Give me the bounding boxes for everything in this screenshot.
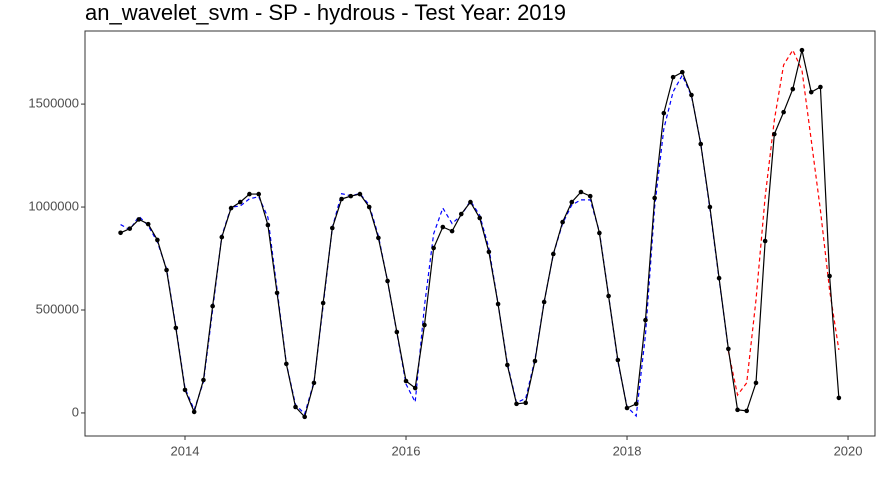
data-point <box>449 228 455 234</box>
data-point <box>385 278 390 284</box>
data-point <box>578 189 584 195</box>
data-point <box>652 195 657 201</box>
data-point <box>210 303 215 309</box>
data-point <box>311 380 317 386</box>
data-point <box>403 378 409 384</box>
data-point <box>569 199 575 205</box>
data-point <box>818 84 823 90</box>
data-point <box>486 249 492 255</box>
data-point <box>155 237 160 243</box>
data-point <box>412 385 418 391</box>
y-tick-label: 500000 <box>36 301 79 316</box>
data-point <box>219 234 225 240</box>
data-point <box>744 408 750 414</box>
data-point <box>284 361 289 367</box>
data-point <box>247 191 252 197</box>
data-point <box>698 141 704 147</box>
data-point <box>523 400 528 406</box>
data-point <box>127 226 133 231</box>
data-point <box>781 109 786 115</box>
data-point <box>394 329 400 335</box>
data-point <box>145 221 151 227</box>
data-point <box>643 317 648 323</box>
data-point <box>716 275 722 281</box>
data-point <box>799 47 805 53</box>
data-point <box>624 405 630 411</box>
y-tick-label: 0 <box>72 404 79 419</box>
data-point <box>468 199 473 205</box>
data-point <box>256 191 262 197</box>
data-point <box>330 225 335 231</box>
data-point <box>366 204 372 210</box>
data-point <box>136 217 142 222</box>
data-point <box>302 414 307 420</box>
data-point <box>339 196 344 202</box>
data-point <box>118 230 123 236</box>
data-point <box>201 377 206 383</box>
data-point <box>274 290 280 296</box>
data-point <box>173 325 179 331</box>
data-point <box>689 92 694 98</box>
data-point <box>827 273 832 279</box>
data-point <box>587 193 593 199</box>
data-point <box>191 409 197 415</box>
x-tick-label: 2018 <box>613 443 642 458</box>
data-point <box>376 235 381 241</box>
data-point <box>431 245 436 251</box>
data-point <box>505 362 510 368</box>
data-point <box>164 267 169 273</box>
data-point <box>597 230 602 236</box>
data-point <box>836 395 842 401</box>
data-point <box>707 204 713 210</box>
data-point <box>477 215 483 221</box>
data-point <box>532 358 538 364</box>
data-point <box>753 380 759 386</box>
data-point <box>762 238 768 244</box>
data-point <box>606 293 611 299</box>
data-point <box>458 211 464 217</box>
data-point <box>182 387 188 393</box>
data-point <box>265 222 271 228</box>
y-tick-label: 1000000 <box>28 198 79 213</box>
series-line <box>727 48 840 397</box>
panel-border <box>84 30 876 437</box>
data-point <box>735 407 740 413</box>
data-point <box>357 191 363 197</box>
chart-title: an_wavelet_svm - SP - hydrous - Test Yea… <box>85 0 566 25</box>
data-point <box>495 301 501 307</box>
data-point <box>726 346 731 352</box>
data-point <box>320 300 326 306</box>
data-point <box>440 224 446 230</box>
x-tick-label: 2016 <box>392 443 421 458</box>
x-tick-label: 2014 <box>171 443 200 458</box>
data-point <box>237 199 243 205</box>
series-line <box>120 73 729 418</box>
data-point <box>514 401 519 407</box>
y-tick-label: 1500000 <box>28 96 79 111</box>
data-point <box>560 219 565 225</box>
data-point <box>293 404 298 410</box>
data-point <box>633 401 639 407</box>
data-point <box>679 69 685 75</box>
data-point <box>808 89 814 95</box>
data-point <box>790 86 796 92</box>
x-tick-label: 2020 <box>834 443 863 458</box>
data-point <box>541 299 547 305</box>
data-point <box>551 251 556 257</box>
data-point <box>670 74 676 80</box>
series-line <box>120 50 840 419</box>
data-point <box>228 205 234 211</box>
data-point <box>615 357 621 363</box>
data-point <box>772 131 777 137</box>
data-point <box>422 322 427 328</box>
data-point <box>348 193 354 199</box>
data-point <box>661 110 667 116</box>
